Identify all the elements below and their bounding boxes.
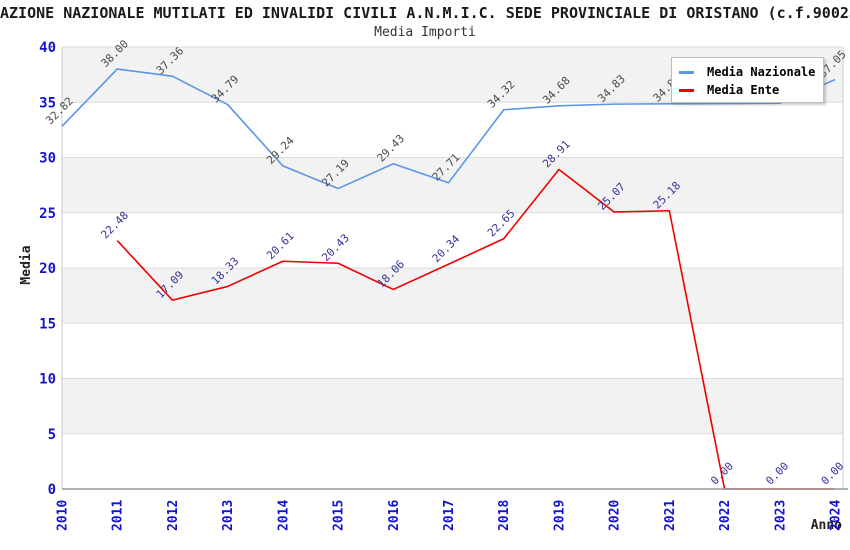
x-tick-label: 2024 (828, 500, 843, 531)
media-nazionale-line (61, 68, 836, 190)
y-tick-label: 0 (48, 482, 56, 498)
y-tick-label: 20 (39, 261, 56, 277)
legend-label-media-ente: Media Ente (707, 83, 780, 97)
y-tick-label: 25 (39, 206, 56, 222)
x-tick-label: 2013 (221, 500, 236, 531)
y-tick-label: 15 (39, 316, 56, 332)
x-tick-label: 2019 (552, 500, 567, 531)
x-tick-label: 2016 (387, 500, 402, 531)
plot-band (62, 323, 843, 379)
x-tick-label: 2010 (56, 500, 71, 531)
legend-item-media-ente: Media Ente (679, 81, 823, 99)
media-ente-line (116, 168, 835, 490)
chart-title: AZIONE NAZIONALE MUTILATI ED INVALIDI CI… (0, 4, 850, 22)
x-tick-label: 2017 (442, 500, 457, 531)
legend-item-media-nazionale: Media Nazionale (679, 63, 823, 81)
plot-band (62, 102, 843, 158)
y-tick-label: 40 (39, 40, 56, 56)
x-tick-label: 2023 (773, 500, 788, 531)
x-tick-label: 2018 (497, 500, 512, 531)
media-nazionale-line-swatch (679, 70, 694, 74)
x-tick-label: 2020 (608, 500, 623, 531)
y-tick-label: 30 (39, 151, 56, 167)
y-tick-label: 10 (39, 372, 56, 388)
legend-box: Media Nazionale Media Ente (671, 57, 824, 103)
y-tick-label: 35 (39, 95, 56, 111)
x-tick-label: 2022 (718, 500, 733, 531)
y-tick-label: 5 (48, 427, 56, 443)
x-tick-label: 2015 (332, 500, 347, 531)
chart-subtitle: Media Importi (374, 25, 476, 40)
x-tick-label: 2012 (166, 500, 181, 531)
x-tick-label: 2021 (663, 500, 678, 531)
media-ente-line-swatch (679, 88, 694, 92)
x-tick-label: 2014 (276, 500, 291, 531)
x-tick-label: 2011 (111, 500, 126, 531)
plot-band (62, 433, 843, 489)
plot-band (62, 157, 843, 213)
y-axis-title: Media (19, 245, 34, 284)
plot-band (62, 212, 843, 268)
x-axis-title: Anno (811, 518, 842, 533)
legend-label-media-nazionale: Media Nazionale (707, 65, 816, 79)
plot-band (62, 378, 843, 434)
